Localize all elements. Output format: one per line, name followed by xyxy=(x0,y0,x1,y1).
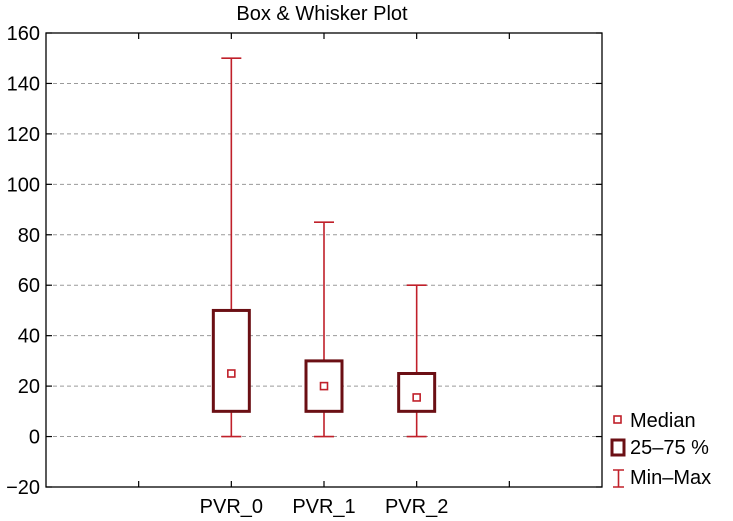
legend-minmax-label: Min–Max xyxy=(630,467,711,489)
y-tick-label: 120 xyxy=(7,124,40,146)
legend-box-swatch xyxy=(610,438,626,457)
y-tick-label: −20 xyxy=(6,477,40,499)
y-axis: −20 0 20 40 60 80 100 120 140 160 xyxy=(6,23,602,499)
x-tick-label: PVR_2 xyxy=(385,496,448,518)
x-tick-label: PVR_1 xyxy=(292,496,355,518)
legend-median-swatch xyxy=(613,415,622,424)
y-tick-label: 160 xyxy=(7,23,40,45)
median-marker xyxy=(319,381,329,391)
box-pvr-0 xyxy=(211,57,251,438)
median-marker xyxy=(412,393,421,402)
chart-title: Box & Whisker Plot xyxy=(236,3,408,25)
box-series xyxy=(211,57,437,438)
box-pvr-2 xyxy=(397,284,437,438)
y-tick-label: 140 xyxy=(7,73,40,95)
grid-lines xyxy=(46,82,602,438)
y-tick-label: 40 xyxy=(18,326,40,348)
iqr-box xyxy=(211,308,251,413)
plot-frame xyxy=(45,32,603,488)
legend: Median 25–75 % Min–Max xyxy=(610,410,711,489)
y-tick-label: 20 xyxy=(18,376,40,398)
iqr-box xyxy=(304,359,344,413)
y-tick-label: 80 xyxy=(18,225,40,247)
legend-item-minmax: Min–Max xyxy=(613,467,711,489)
legend-whisker-swatch xyxy=(613,469,624,488)
median-marker xyxy=(227,369,236,378)
legend-item-box: 25–75 % xyxy=(610,437,709,459)
iqr-box xyxy=(397,372,437,413)
y-tick-label: 100 xyxy=(7,174,40,196)
legend-item-median: Median xyxy=(613,410,696,432)
x-tick-label: PVR_0 xyxy=(200,496,263,518)
y-tick-label: 0 xyxy=(29,427,40,449)
legend-box-label: 25–75 % xyxy=(630,437,709,459)
y-tick-label: 60 xyxy=(18,275,40,297)
x-axis: PVR_0 PVR_1 PVR_2 xyxy=(138,33,510,518)
box-pvr-1 xyxy=(304,221,344,438)
legend-median-label: Median xyxy=(630,410,696,432)
